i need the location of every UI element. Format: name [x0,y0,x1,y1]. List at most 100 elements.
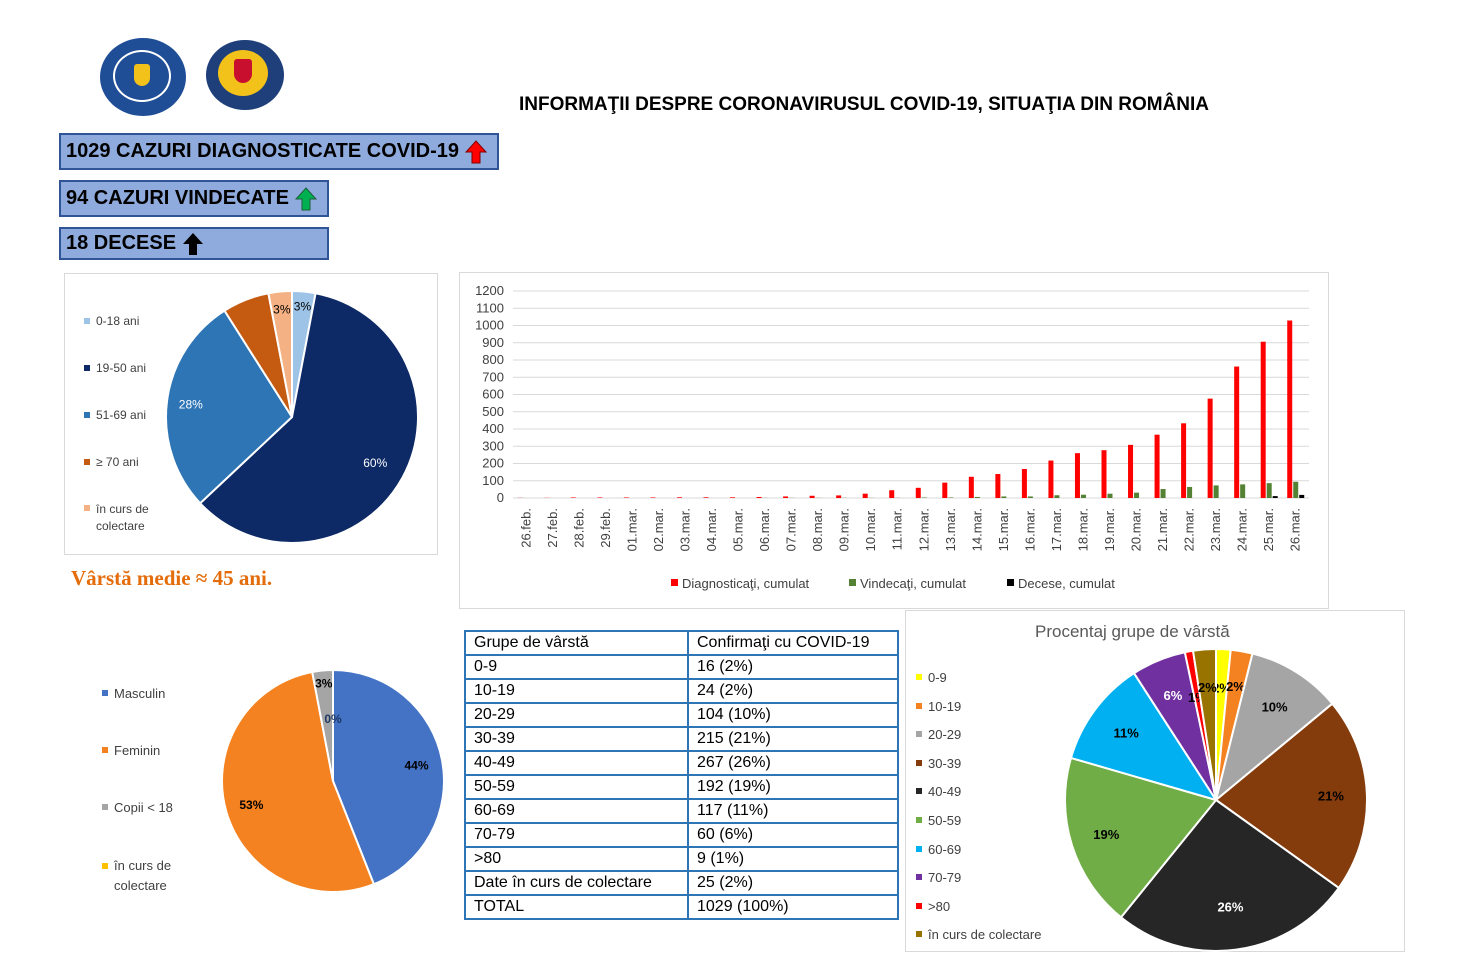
age-group-cell: 40-49 [464,750,689,776]
confirmed-count-cell: 24 (2%) [687,678,899,704]
bar [1272,496,1278,498]
legend-label: 30-39 [928,755,962,771]
x-tick-label: 26.feb. [518,508,533,548]
confirmed-count-cell: 267 (26%) [687,750,899,776]
legend-label: 0-18 ani [96,314,140,328]
bar [1074,453,1080,498]
age-group-cell: >80 [464,846,689,872]
age-group-cell: 70-79 [464,822,689,848]
x-tick-label: 23.mar. [1208,508,1223,551]
pie-data-label: 21% [1318,789,1344,804]
confirmed-count-cell: 104 (10%) [687,702,899,728]
legend-item: 19-50 ani [84,361,146,375]
bar [570,497,576,498]
bar [809,495,815,498]
legend-label: 70-79 [928,870,962,886]
y-tick-label: 1000 [475,318,504,333]
bar [836,495,842,498]
legend-swatch [849,579,856,586]
bar [1027,496,1033,498]
pie-data-label: 6% [1164,688,1183,703]
table-row: >80 9 (1%) [464,846,899,872]
y-tick-label: 0 [497,490,504,505]
y-tick-label: 600 [482,387,504,402]
legend-swatch [84,459,90,465]
bar [942,482,948,498]
arrow-up-icon [183,232,204,255]
pie-slice [1214,652,1334,803]
legend-label: Vindecaţi, cumulat [860,576,966,591]
confirmed-count-cell: 192 (19%) [687,774,899,800]
legend-item: >80 [916,899,950,914]
bar [1293,481,1299,498]
stat-recovered-label: 94 CAZURI VINDECATE [66,187,289,209]
y-tick-label: 400 [482,421,504,436]
pie-data-label: 2% [1226,679,1245,694]
legend-item: 0-9 [916,670,947,685]
pie-data-label: 28% [179,397,203,411]
bar [623,497,629,498]
x-tick-label: 22.mar. [1182,508,1197,551]
bar [1021,469,1027,498]
legend-swatch [916,931,922,938]
bar [1048,460,1054,498]
pie-data-label: 11% [1113,726,1139,741]
x-tick-label: 09.mar. [837,508,852,551]
pie-slice [1191,647,1217,801]
legend-label: 19-50 ani [96,361,147,375]
legend-label: Feminin [114,743,161,758]
age-group-table: Grupe de vârstă Confirmaţi cu COVID-19 0-9… [464,630,899,920]
legend-swatch [916,845,922,852]
bar [889,490,895,498]
bar [1260,341,1266,498]
table-row: 30-39 215 (21%) [464,726,899,752]
x-tick-label: 15.mar. [996,508,1011,551]
legend-swatch [102,863,108,869]
table-header-row: Grupe de vârstă Confirmaţi cu COVID-19 [464,630,899,656]
pie-slice [267,289,293,418]
age-group-cell: 30-39 [464,726,689,752]
pie-data-label: 0% [324,712,342,726]
bar [1181,423,1187,498]
bar [1134,492,1140,498]
legend-swatch [916,674,922,680]
x-tick-label: 12.mar. [916,508,931,551]
bar [1128,444,1134,498]
age-group-cell: 50-59 [464,774,689,800]
bar [597,497,603,498]
bar [948,497,954,498]
x-tick-label: 04.mar. [704,508,719,551]
bar [1080,494,1086,498]
age-group-cell: Date în curs de colectare [464,870,689,896]
table-row: TOTAL 1029 (100%) [464,894,899,920]
bar [1207,398,1213,498]
legend-swatch [102,747,108,753]
x-tick-label: 27.feb. [545,508,560,548]
legend-label: 10-19 [928,698,962,714]
y-tick-label: 800 [482,352,504,367]
bar [1287,320,1293,498]
legend-item: Feminin [102,743,160,758]
pie-slice [1064,756,1218,919]
pie-data-label: 10% [1262,699,1288,714]
x-tick-label: 16.mar. [1022,508,1037,551]
legend-label: 50-59 [928,813,962,828]
confirmed-count-cell: 9 (1%) [687,846,899,872]
x-tick-label: 01.mar. [624,508,639,551]
legend-item: în curs de colectare [102,856,182,896]
legend-label: Copii < 18 [114,800,173,815]
x-tick-label: 08.mar. [810,508,825,551]
legend-swatch [102,690,108,696]
legend-label: în curs de colectare [114,858,172,893]
legend-item: în curs de colectare [916,927,1041,942]
bar [1187,486,1193,498]
legend-swatch [916,817,922,823]
bar [1240,484,1246,498]
x-tick-label: 14.mar. [969,508,984,551]
table-row: 10-19 24 (2%) [464,678,899,704]
x-tick-label: 24.mar. [1235,508,1250,551]
age-group-pie-title: Procentaj grupe de vârstă [1035,622,1230,641]
legend-swatch [916,902,922,909]
x-tick-label: 03.mar. [677,508,692,551]
table-row: 40-49 267 (26%) [464,750,899,776]
